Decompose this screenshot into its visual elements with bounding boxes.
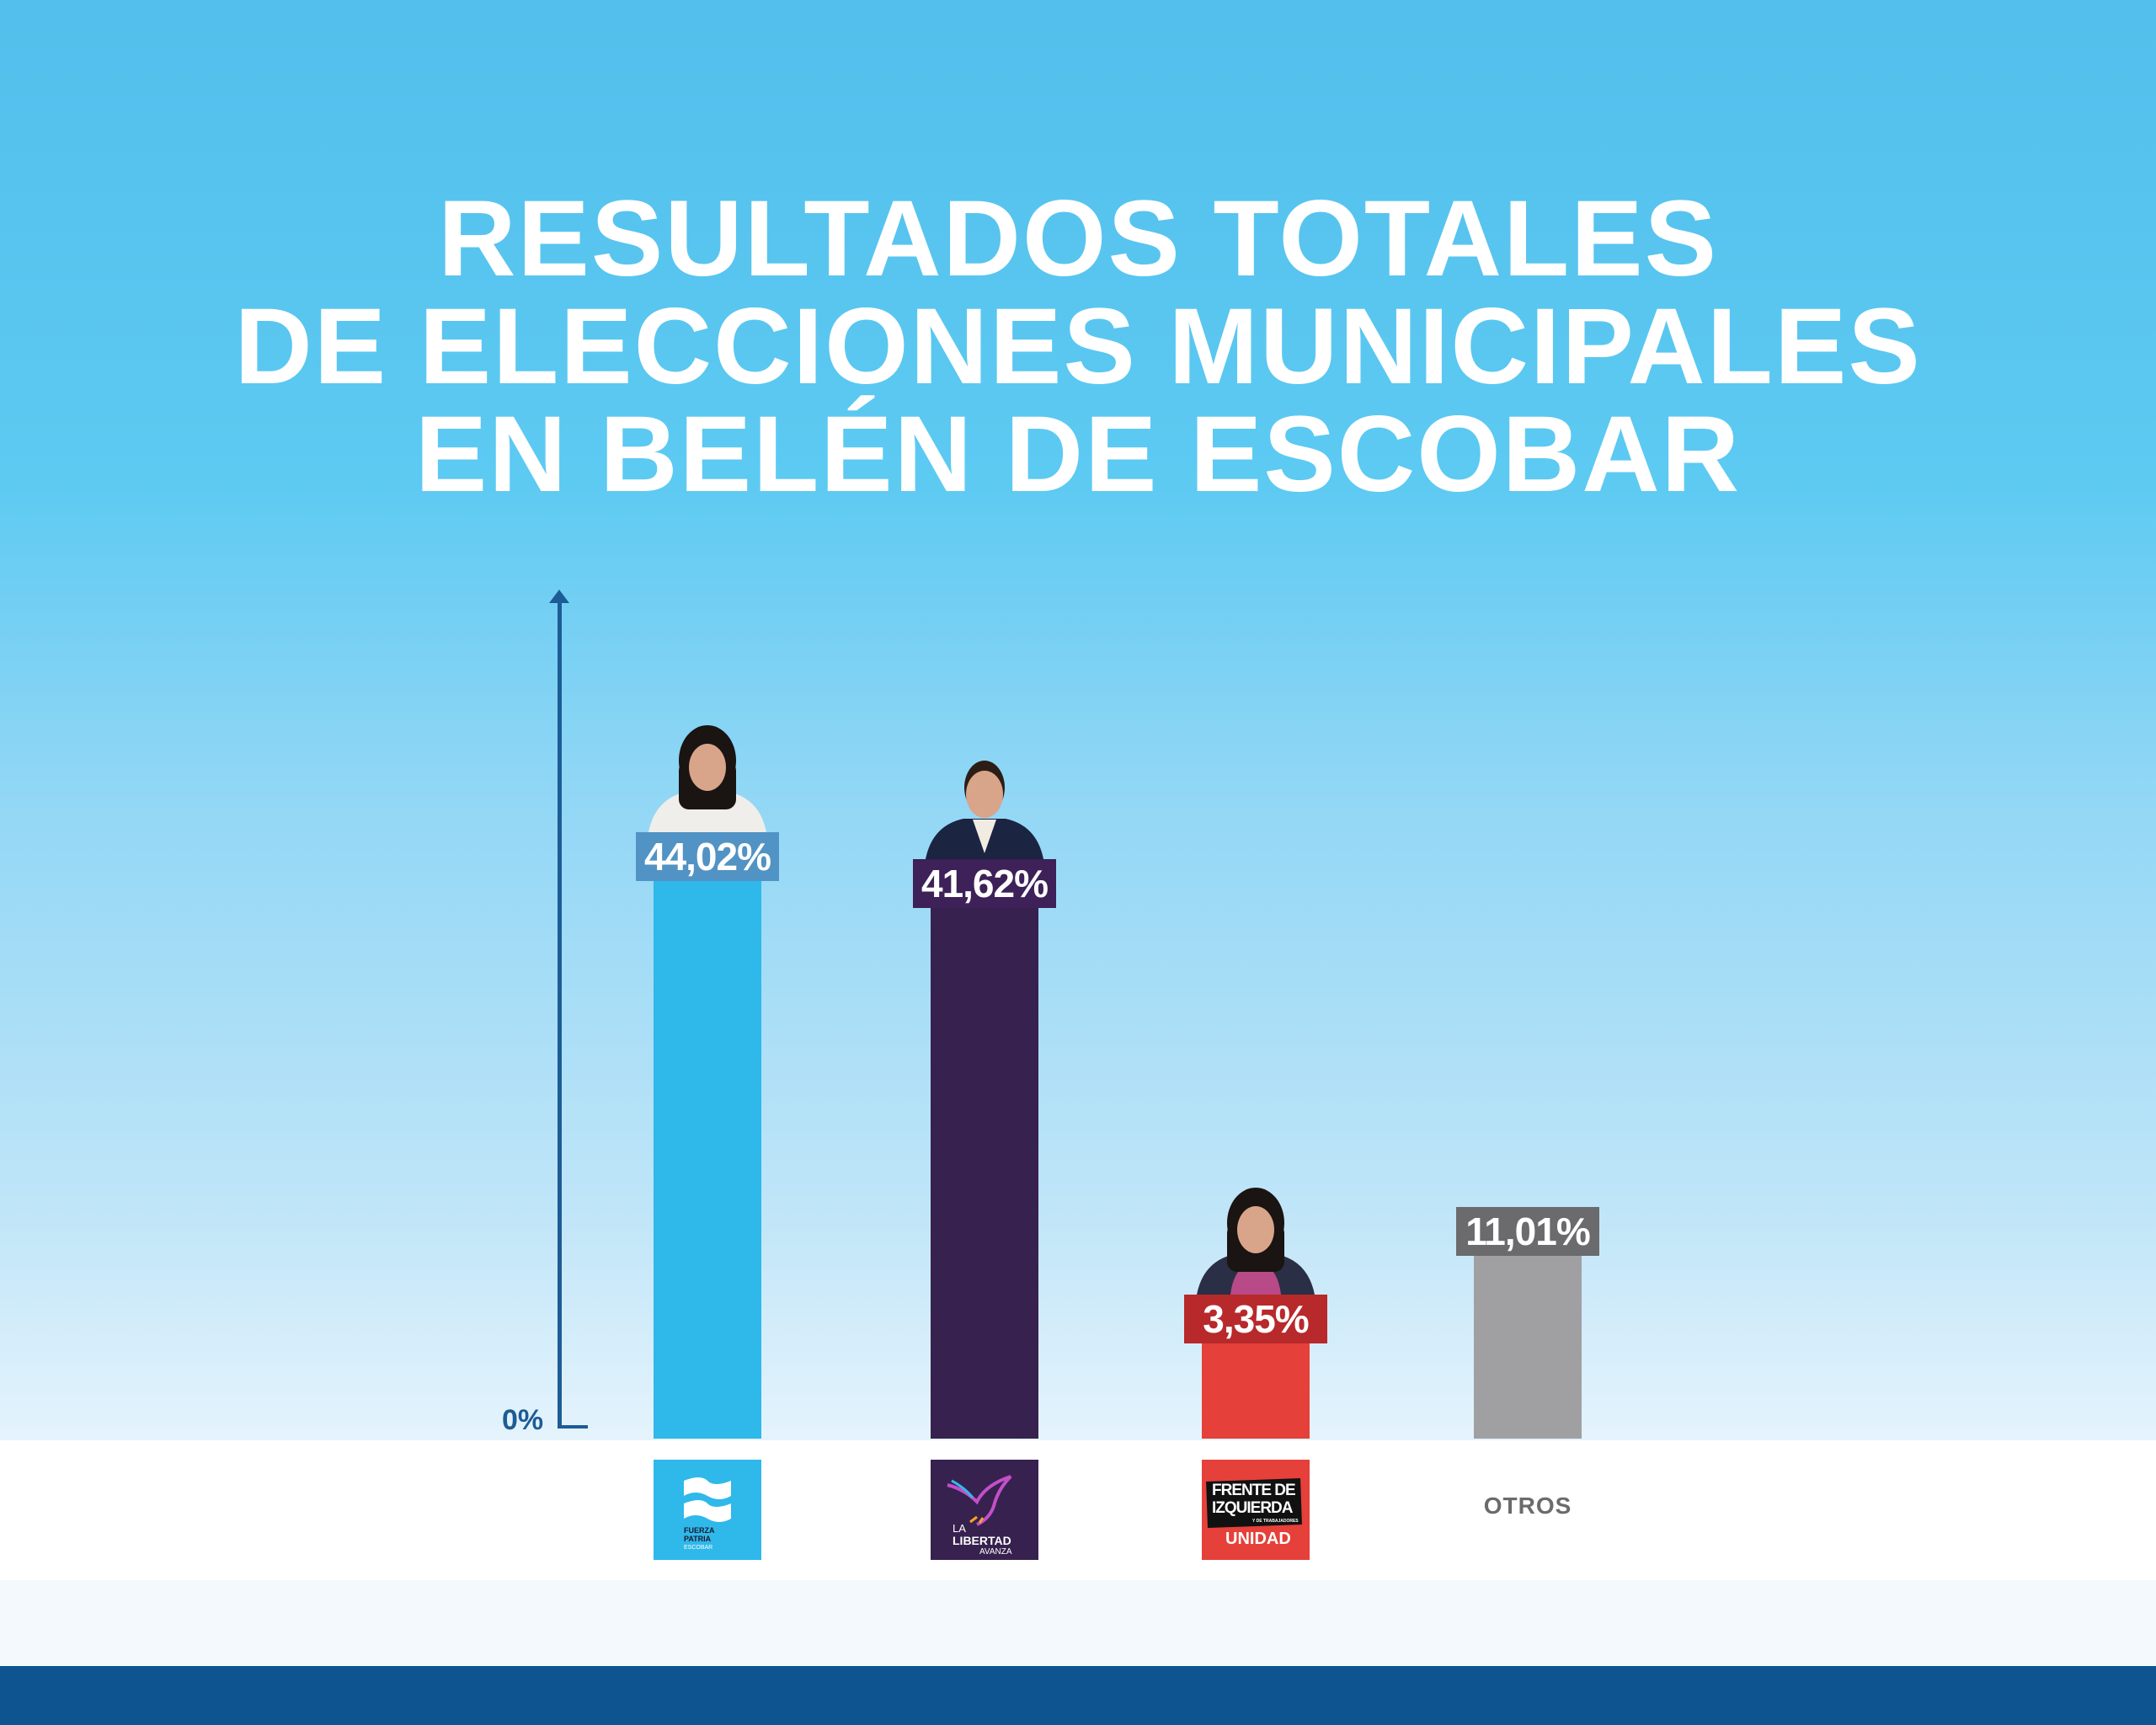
candidate-photo-1 [648, 725, 766, 832]
bar-2 [931, 908, 1038, 1439]
logo-lla-line1: LA [953, 1522, 966, 1535]
logo-otros: OTROS [1483, 1493, 1572, 1519]
candidate-photo-3 [1197, 1188, 1315, 1295]
title-line-2: DE ELECCIONES MUNICIPALES [234, 286, 1922, 407]
bar-4 [1474, 1256, 1582, 1439]
footer-bar [0, 1666, 2156, 1725]
logo-la-libertad-avanza: LA LIBERTAD AVANZA [931, 1460, 1038, 1560]
data-label-2: 41,62% [913, 859, 1056, 908]
data-label-1: 44,02% [636, 832, 779, 881]
lower-band [0, 1580, 2156, 1666]
y-tick-label-0: 0% [502, 1404, 544, 1436]
logo-lla-line3: AVANZA [979, 1547, 1012, 1557]
y-axis-arrow-icon [549, 590, 569, 603]
logo-frente-de-izquierda: FRENTE DE IZQUIERDA Y DE TRABAJADORES UN… [1202, 1460, 1310, 1560]
logo-fp-line3: ESCOBAR [684, 1545, 713, 1551]
candidate-photo-2 [926, 761, 1043, 859]
logo-fuerza-patria: FUERZA PATRIA ESCOBAR [654, 1460, 761, 1560]
y-axis [558, 600, 562, 1429]
logo-fit-line3: Y DE TRABAJADORES [1252, 1519, 1299, 1524]
bar-3 [1202, 1343, 1310, 1439]
logo-fit-line1: FRENTE DE [1212, 1482, 1296, 1499]
logo-fit-line2: IZQUIERDA [1212, 1499, 1293, 1517]
logo-band [0, 1440, 2156, 1580]
data-label-3: 3,35% [1184, 1295, 1327, 1343]
logo-fp-line2: PATRIA [684, 1535, 712, 1543]
bar-1 [654, 881, 761, 1439]
logo-lla-line2: LIBERTAD [953, 1534, 1011, 1547]
title-line-3: EN BELÉN DE ESCOBAR [414, 394, 1742, 515]
title-line-1: RESULTADOS TOTALES [438, 179, 1718, 299]
y-axis-baseline-tick [558, 1425, 588, 1429]
eagle-icon [947, 1475, 1012, 1526]
flag-waves-icon [684, 1477, 731, 1522]
data-label-4: 11,01% [1456, 1207, 1599, 1256]
logo-fp-line1: FUERZA [684, 1526, 715, 1535]
logo-fit-line4: UNIDAD [1225, 1530, 1291, 1548]
chart-title: RESULTADOS TOTALES DE ELECCIONES MUNICIP… [0, 185, 2156, 509]
